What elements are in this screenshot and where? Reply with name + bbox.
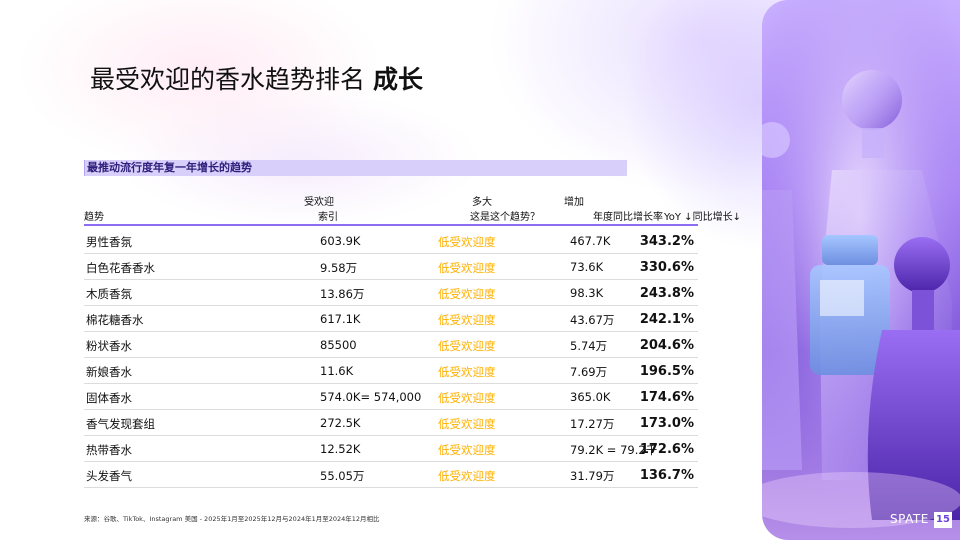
header-increase-line1: 增加: [564, 197, 584, 208]
header-asked-line1: 多大: [472, 197, 492, 208]
table-row: 棉花糖香水 617.1K 低受欢迎度 43.67万 242.1%: [84, 306, 698, 332]
trend-table: 男性香氛 603.9K 低受欢迎度 467.7K 343.2% 白色花香香水 9.58万 低受…: [84, 228, 698, 488]
yoy-cell: 242.1%: [639, 312, 694, 327]
yoy-cell: 174.6%: [639, 390, 694, 405]
trend-cell: 白色花香香水: [86, 261, 155, 275]
section-label: 最推动流行度年复一年增长的趋势: [84, 160, 627, 176]
source-note: 来源：谷歌、TikTok、Instagram 美国 - 2025年1月至2025…: [84, 515, 380, 523]
yoy-cell: 204.6%: [639, 338, 694, 353]
popularity-cell: 11.6K: [320, 364, 354, 378]
brand-logo: SPATE: [890, 512, 929, 526]
popularity-cell: 603.9K: [320, 234, 361, 248]
table-row: 新娘香水 11.6K 低受欢迎度 7.69万 196.5%: [84, 358, 698, 384]
asked-cell: 低受欢迎度: [438, 313, 496, 327]
table-row: 粉状香水 85500 低受欢迎度 5.74万 204.6%: [84, 332, 698, 358]
asked-cell: 低受欢迎度: [438, 287, 496, 301]
popularity-cell: 13.86万: [320, 287, 365, 301]
asked-cell: 低受欢迎度: [438, 443, 496, 457]
asked-cell: 低受欢迎度: [438, 235, 496, 249]
table-row: 白色花香香水 9.58万 低受欢迎度 73.6K 330.6%: [84, 254, 698, 280]
increase-cell: 73.6K: [570, 260, 604, 274]
perfume-bottles-image: [762, 0, 960, 540]
page-number: 15: [934, 512, 952, 528]
trend-cell: 新娘香水: [86, 365, 132, 379]
header-divider: [84, 224, 698, 226]
increase-cell: 98.3K: [570, 286, 604, 300]
header-yoy: YoY ↓同比增长↓: [664, 212, 741, 223]
increase-cell: 5.74万: [570, 339, 608, 353]
asked-cell: 低受欢迎度: [438, 391, 496, 405]
trend-cell: 头发香气: [86, 469, 132, 483]
increase-cell: 43.67万: [570, 313, 615, 327]
table-row: 固体香水 574.0K= 574,000 低受欢迎度 365.0K 174.6%: [84, 384, 698, 410]
asked-cell: 低受欢迎度: [438, 261, 496, 275]
trend-cell: 固体香水: [86, 391, 132, 405]
table-row: 男性香氛 603.9K 低受欢迎度 467.7K 343.2%: [84, 228, 698, 254]
yoy-cell: 330.6%: [639, 260, 694, 275]
asked-cell: 低受欢迎度: [438, 339, 496, 353]
yoy-cell: 243.8%: [639, 286, 694, 301]
increase-cell: 17.27万: [570, 417, 615, 431]
popularity-cell: 85500: [320, 338, 357, 352]
table-row: 香气发现套组 272.5K 低受欢迎度 17.27万 173.0%: [84, 410, 698, 436]
header-increase-line2: 年度同比增长率: [593, 212, 663, 223]
popularity-cell: 12.52K: [320, 442, 361, 456]
increase-cell: 31.79万: [570, 469, 615, 483]
popularity-cell: 617.1K: [320, 312, 361, 326]
increase-cell: 7.69万: [570, 365, 608, 379]
table-row: 木质香氛 13.86万 低受欢迎度 98.3K 243.8%: [84, 280, 698, 306]
yoy-cell: 173.0%: [639, 416, 694, 431]
header-popularity-line2: 索引: [318, 212, 338, 223]
header-popularity-line1: 受欢迎: [304, 197, 334, 208]
page-title: 最受欢迎的香水趋势排名 成长: [90, 65, 423, 94]
header-asked-line2: 这是这个趋势？: [470, 212, 540, 223]
asked-cell: 低受欢迎度: [438, 469, 496, 483]
table-row: 热带香水 12.52K 低受欢迎度 79.2K = 79.2千 172.6%: [84, 436, 698, 462]
yoy-cell: 343.2%: [639, 234, 694, 249]
increase-cell: 467.7K: [570, 234, 611, 248]
trend-cell: 木质香氛: [86, 287, 132, 301]
yoy-cell: 172.6%: [639, 442, 694, 457]
yoy-cell: 136.7%: [639, 468, 694, 483]
increase-cell: 365.0K: [570, 390, 611, 404]
header-trend: 趋势: [84, 212, 104, 223]
popularity-cell: 9.58万: [320, 261, 358, 275]
trend-cell: 粉状香水: [86, 339, 132, 353]
popularity-cell: 55.05万: [320, 469, 365, 483]
asked-cell: 低受欢迎度: [438, 365, 496, 379]
trend-cell: 棉花糖香水: [86, 313, 144, 327]
increase-cell: 79.2K = 79.2千: [570, 443, 658, 457]
trend-cell: 男性香氛: [86, 235, 132, 249]
trend-cell: 热带香水: [86, 443, 132, 457]
table-row: 头发香气 55.05万 低受欢迎度 31.79万 136.7%: [84, 462, 698, 488]
perfume-bottles-illustration: [762, 0, 960, 540]
popularity-cell: 574.0K= 574,000: [320, 390, 422, 404]
yoy-cell: 196.5%: [639, 364, 694, 379]
popularity-cell: 272.5K: [320, 416, 361, 430]
trend-cell: 香气发现套组: [86, 417, 155, 431]
asked-cell: 低受欢迎度: [438, 417, 496, 431]
